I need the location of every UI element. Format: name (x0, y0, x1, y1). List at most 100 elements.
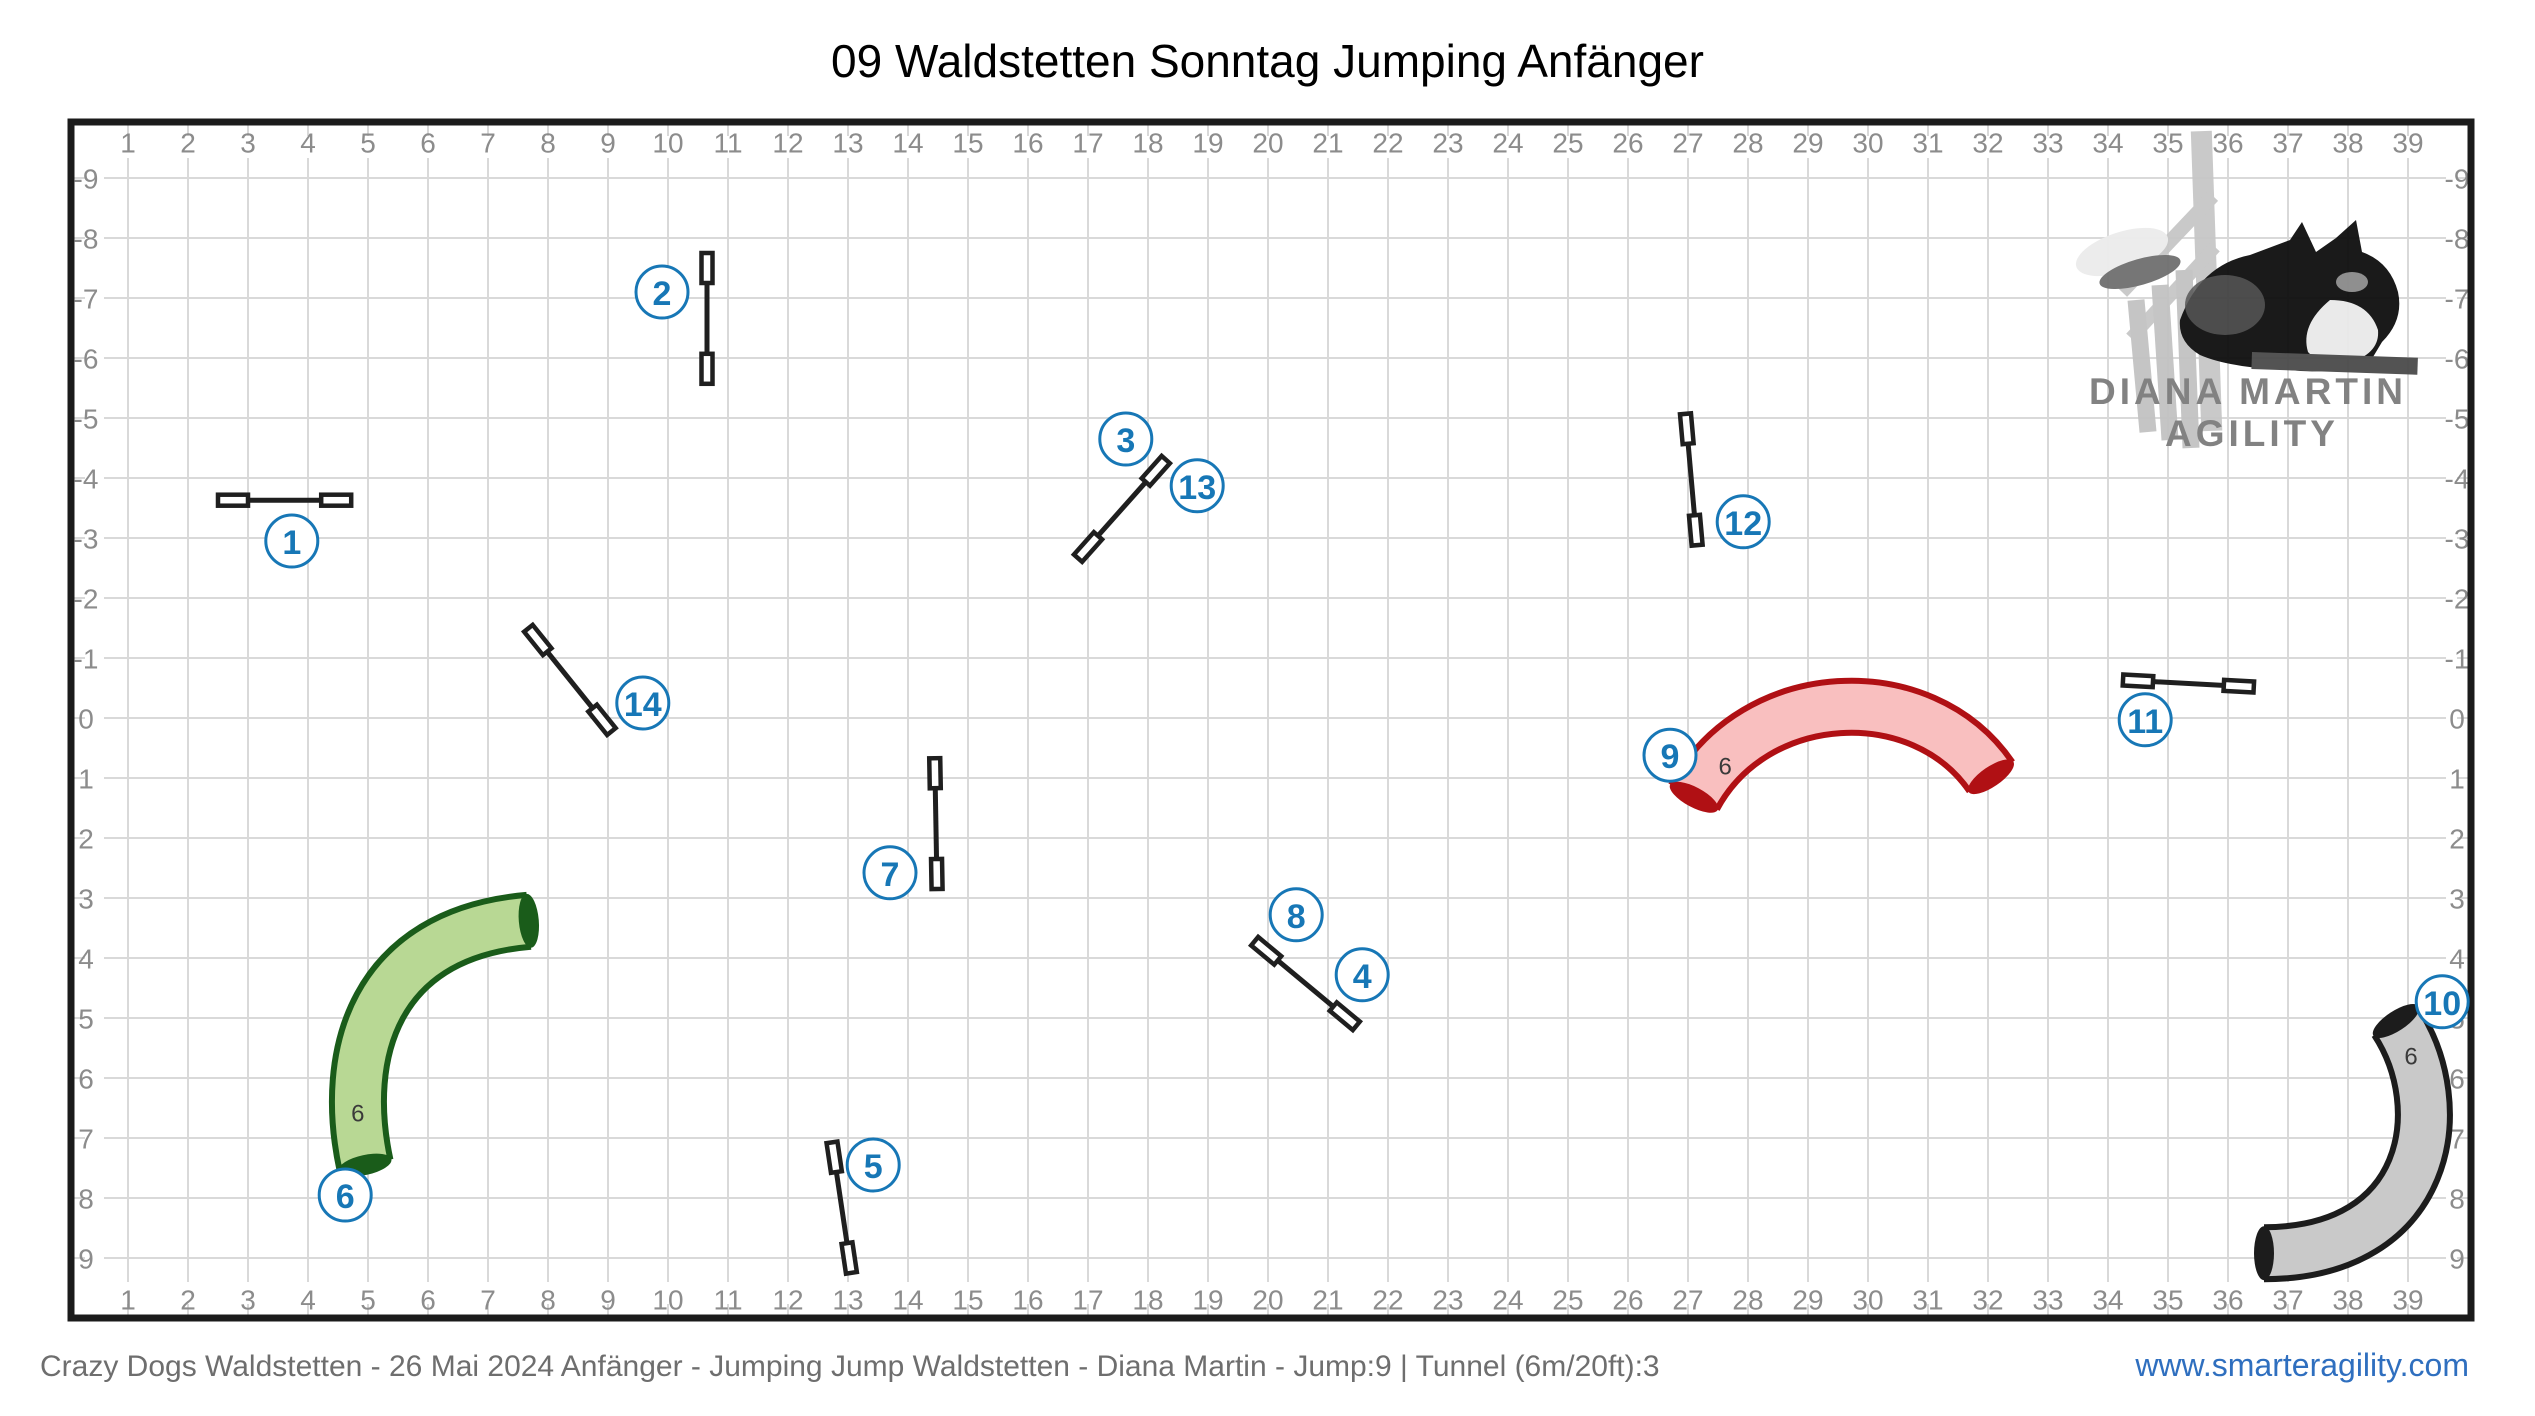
x-axis-tick-label-bottom: 20 (1252, 1285, 1283, 1316)
number-circle (1334, 947, 1390, 1003)
x-axis-tick-label-bottom: 6 (420, 1285, 436, 1316)
x-axis-tick-label-top: 38 (2332, 128, 2363, 159)
jump-wing (823, 1138, 845, 1176)
x-axis-tick-label-bottom: 16 (1012, 1285, 1043, 1316)
x-axis-tick-label-bottom: 18 (1132, 1285, 1163, 1316)
tunnel-length-label: 6 (1719, 754, 1732, 781)
jump-wing (1247, 933, 1285, 968)
tunnel-6-green: 6 (328, 891, 540, 1177)
jump-wing (838, 1239, 860, 1277)
y-axis-tick-label-right: -3 (2445, 524, 2470, 555)
number-text: 11 (2127, 703, 2163, 741)
y-axis-tick-label-left: -4 (74, 464, 99, 495)
number-text: 3 (1116, 422, 1135, 460)
y-axis-tick-label-right: 4 (2449, 944, 2465, 975)
y-axis-tick-label-left: -6 (74, 344, 99, 375)
x-axis-tick-label-top: 28 (1732, 128, 1763, 159)
jump-wing (2221, 677, 2257, 695)
x-axis-tick-label-top: 6 (420, 128, 436, 159)
jumps (215, 250, 2257, 1277)
fence-slat (2151, 284, 2179, 441)
tunnel-opening (2372, 1004, 2420, 1038)
jump-7 (926, 755, 945, 892)
x-axis-tick-label-top: 12 (772, 128, 803, 159)
fence-slat (2175, 269, 2200, 449)
number-text: 14 (624, 686, 662, 724)
grid: 1122334455667788991010111112121313141415… (67, 118, 2475, 1322)
x-axis-tick-label-bottom: 1 (120, 1285, 136, 1316)
x-axis-tick-label-bottom: 5 (360, 1285, 376, 1316)
x-axis-tick-label-top: 19 (1192, 128, 1223, 159)
jump-plank (2251, 352, 2418, 375)
number-circle (1642, 727, 1698, 783)
dog-muzzle (2336, 272, 2368, 292)
number-text: 8 (1287, 898, 1306, 936)
number-text: 10 (2423, 985, 2461, 1023)
x-axis-tick-label-top: 18 (1132, 128, 1163, 159)
number-circle (845, 1137, 901, 1193)
number-text: 12 (1724, 505, 1762, 543)
x-axis-tick-label-bottom: 39 (2392, 1285, 2423, 1316)
number-text: 13 (1178, 469, 1216, 507)
y-axis-tick-label-left: 2 (78, 824, 94, 855)
obstacle-number-12: 12 (1715, 494, 1771, 550)
y-axis-tick-label-right: 2 (2449, 824, 2465, 855)
x-axis-tick-label-top: 8 (540, 128, 556, 159)
obstacle-number-10: 10 (2414, 974, 2470, 1030)
tunnel-body (334, 897, 532, 1170)
y-axis-tick-label-left: -2 (74, 584, 99, 615)
fence-slat (2127, 299, 2157, 433)
y-axis-tick-label-left: 3 (78, 884, 94, 915)
obstacle-number-2: 2 (634, 264, 690, 320)
y-axis-tick-label-right: 8 (2449, 1184, 2465, 1215)
page-title: 09 Waldstetten Sonntag Jumping Anfänger (831, 35, 1704, 87)
jump-14 (520, 621, 619, 739)
number-circle (615, 675, 671, 731)
x-axis-tick-label-top: 2 (180, 128, 196, 159)
number-circle (1169, 458, 1225, 514)
x-axis-tick-label-bottom: 23 (1432, 1285, 1463, 1316)
obstacle-number-3: 3 (1098, 411, 1154, 467)
y-axis-tick-label-right: 3 (2449, 884, 2465, 915)
y-axis-tick-label-left: -3 (74, 524, 99, 555)
y-axis-tick-label-right: 1 (2449, 764, 2465, 795)
x-axis-tick-label-bottom: 34 (2092, 1285, 2123, 1316)
x-axis-tick-label-top: 15 (952, 128, 983, 159)
jump-wing (926, 755, 944, 791)
jump-11 (2120, 672, 2257, 695)
jump-wing (2120, 672, 2156, 690)
y-axis-tick-label-right: -5 (2445, 404, 2470, 435)
x-axis-tick-label-bottom: 38 (2332, 1285, 2363, 1316)
x-axis-tick-label-top: 36 (2212, 128, 2243, 159)
x-axis-tick-label-top: 13 (832, 128, 863, 159)
y-axis-tick-label-left: 9 (78, 1244, 94, 1275)
number-circle (634, 264, 690, 320)
tunnel-length-label: 6 (2404, 1044, 2417, 1071)
dog-tail (2075, 227, 2169, 277)
obstacle-number-14: 14 (615, 675, 671, 731)
y-axis-tick-label-right: -2 (2445, 584, 2470, 615)
x-axis-tick-label-bottom: 35 (2152, 1285, 2183, 1316)
y-axis-tick-label-left: -1 (74, 644, 99, 675)
y-axis-tick-label-right: -7 (2445, 284, 2470, 315)
jump-wing (1326, 999, 1364, 1034)
x-axis-tick-label-top: 26 (1612, 128, 1643, 159)
y-axis-tick-label-left: -5 (74, 404, 99, 435)
dog-tail-shadow (2099, 254, 2181, 290)
y-axis-tick-label-left: 4 (78, 944, 94, 975)
x-axis-tick-label-bottom: 37 (2272, 1285, 2303, 1316)
diana-martin-agility-logo: DIANA MARTIN AGILITY (2075, 130, 2418, 454)
obstacle-number-6: 6 (317, 1167, 373, 1223)
x-axis-tick-label-top: 35 (2152, 128, 2183, 159)
x-axis-tick-label-bottom: 7 (480, 1285, 496, 1316)
logo-text-line2: AGILITY (2165, 413, 2339, 454)
number-text: 4 (1353, 958, 1372, 996)
website-link[interactable]: www.smarteragility.com (2135, 1347, 2469, 1383)
jump-8-4 (1247, 933, 1364, 1034)
x-axis-tick-label-top: 25 (1552, 128, 1583, 159)
jump-wing (585, 701, 619, 739)
x-axis-tick-label-bottom: 10 (652, 1285, 683, 1316)
x-axis-tick-label-bottom: 31 (1912, 1285, 1943, 1316)
